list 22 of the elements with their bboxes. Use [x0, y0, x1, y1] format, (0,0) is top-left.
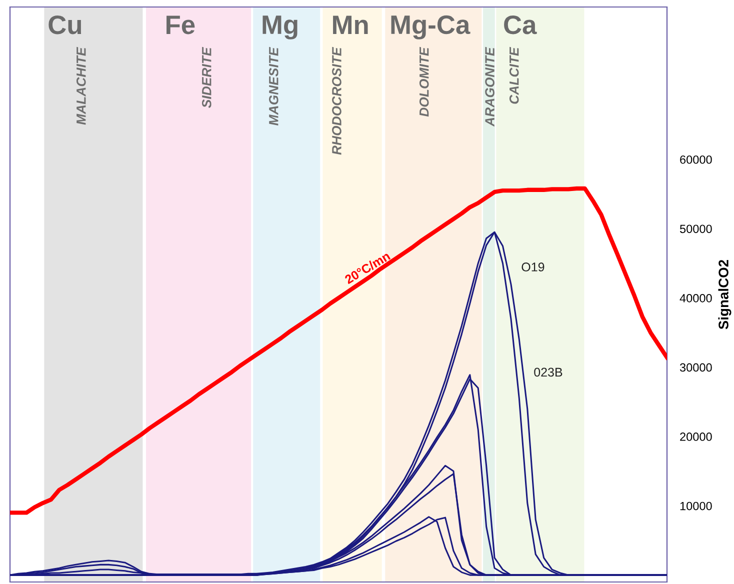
annotation: SIDERITE — [202, 46, 212, 108]
y-tick-label: 30000 — [680, 363, 712, 372]
y-tick-label: 50000 — [680, 224, 712, 234]
y-axis-title: SignalCO2 — [718, 260, 732, 330]
y-tick-label: 20000 — [680, 432, 712, 441]
annotation: Mg-Ca — [391, 15, 470, 40]
y-tick-label: 60000 — [680, 155, 712, 164]
y-tick-label: 40000 — [680, 294, 712, 302]
y-tick-label: 10000 — [680, 502, 712, 510]
annotation: DOLOMITE — [419, 46, 429, 117]
annotation: Mg — [262, 16, 298, 40]
annotation: Ca — [504, 16, 537, 34]
annotation: MAGNESITE — [268, 46, 278, 126]
annotation: O19 — [522, 262, 544, 272]
annotation: CALCITE — [509, 46, 519, 104]
annotation: Cu — [48, 16, 82, 34]
annotation: 023B — [534, 368, 562, 377]
annotation: Fe — [166, 16, 195, 34]
annotation: RHODOCROSITE — [332, 46, 342, 155]
annotation: Mn — [333, 16, 368, 34]
annotation: ARAGONITE — [485, 46, 494, 127]
annotation: MALACHITE — [76, 46, 86, 125]
